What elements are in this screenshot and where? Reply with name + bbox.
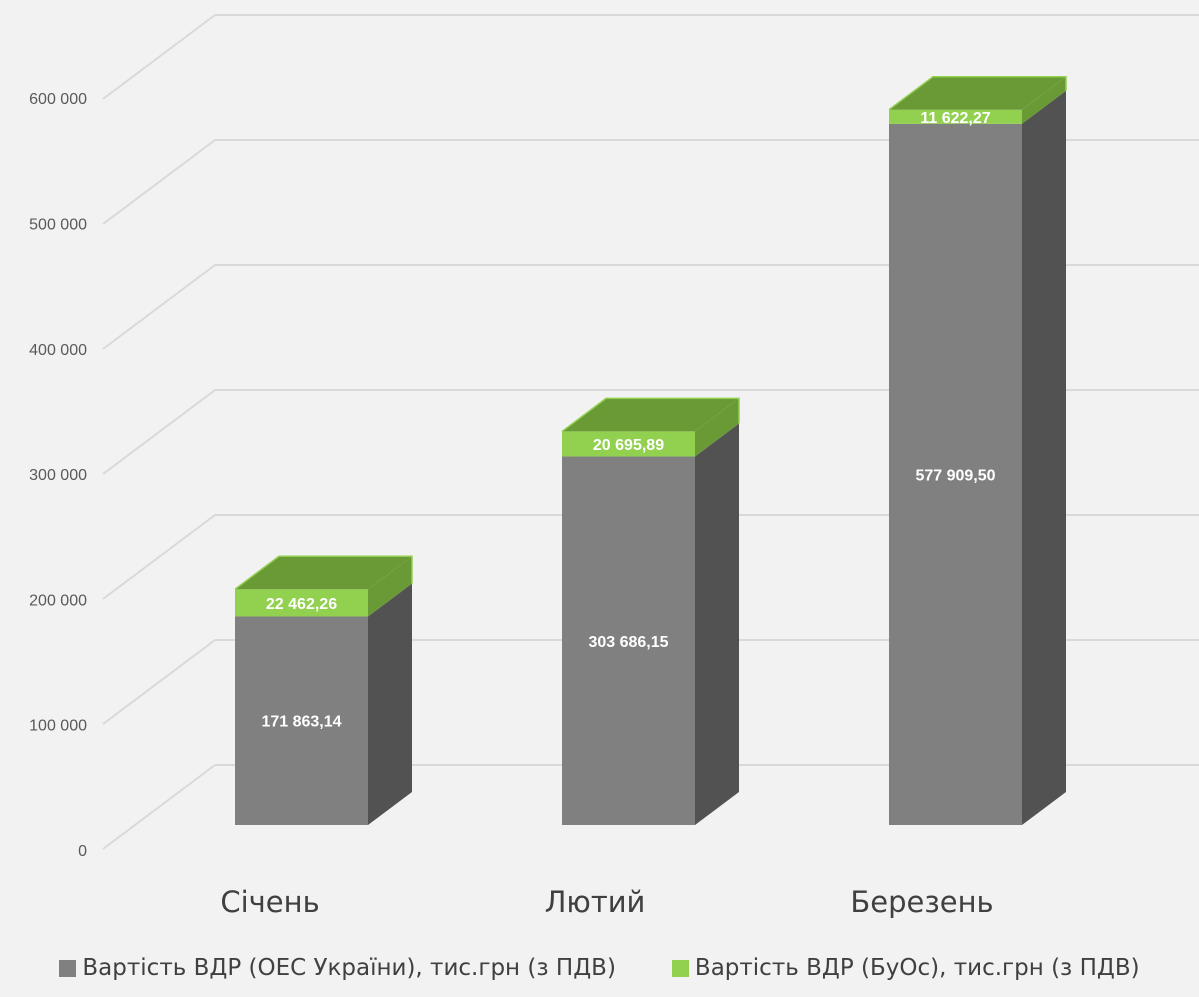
bar-buos-side-0 bbox=[368, 556, 412, 617]
legend-swatch-oes bbox=[59, 959, 77, 977]
bar-edge-2 bbox=[888, 75, 1067, 111]
y-tick-label: 500 000 bbox=[29, 217, 87, 234]
legend-item-buos: Вартість ВДР (БуОс), тис.грн (з ПДВ) bbox=[671, 955, 1140, 981]
bar-top-1 bbox=[562, 398, 739, 432]
gridline-diagonal bbox=[102, 264, 216, 350]
bars bbox=[234, 75, 1067, 825]
bar-buos-2 bbox=[889, 109, 1022, 124]
data-label-oes-1: 303 686,15 bbox=[588, 634, 668, 651]
gridline-diagonal bbox=[102, 514, 216, 600]
bar-buos-1 bbox=[562, 431, 695, 457]
data-label-buos-1: 20 695,89 bbox=[593, 437, 664, 454]
y-tick-label: 0 bbox=[78, 843, 87, 860]
data-label-oes-0: 171 863,14 bbox=[261, 714, 341, 731]
y-tick-label: 100 000 bbox=[29, 718, 87, 735]
gridline-diagonal bbox=[102, 389, 216, 475]
bar-oes-side-0 bbox=[368, 583, 412, 825]
bar-top-2 bbox=[889, 76, 1066, 110]
y-axis-ticks: 0 100 000 200 000 300 000 400 000 500 000 600 … bbox=[29, 91, 87, 860]
gridline-diagonal bbox=[102, 639, 216, 725]
gridline-diagonal bbox=[102, 139, 216, 225]
legend-item-oes: Вартість ВДР (ОЕС України), тис.грн (з П… bbox=[59, 955, 616, 981]
bar-oes-side-2 bbox=[1022, 90, 1066, 825]
bar-oes-2 bbox=[889, 123, 1022, 825]
y-tick-label: 600 000 bbox=[29, 91, 87, 108]
category-labels: Січень Лютий Березень bbox=[220, 885, 993, 919]
bar-oes-0 bbox=[235, 616, 368, 825]
gridline-diagonal bbox=[102, 764, 216, 850]
bar-buos-side-2 bbox=[1022, 76, 1066, 124]
bar-edge-1 bbox=[561, 397, 740, 433]
bar-edge-0 bbox=[234, 555, 413, 590]
legend: Вартість ВДР (ОЕС України), тис.грн (з П… bbox=[0, 948, 1199, 988]
y-tick-label: 200 000 bbox=[29, 592, 87, 609]
category-label: Січень bbox=[220, 885, 319, 919]
legend-label-oes: Вартість ВДР (ОЕС України), тис.грн (з П… bbox=[82, 955, 616, 981]
data-label-buos-2: 11 622,27 bbox=[920, 110, 990, 127]
gridline-diagonal bbox=[102, 14, 216, 100]
bar-oes-side-1 bbox=[695, 423, 739, 825]
y-tick-label: 300 000 bbox=[29, 467, 87, 484]
category-label: Лютий bbox=[545, 885, 646, 919]
bar-oes-1 bbox=[562, 456, 695, 825]
data-label-buos-0: 22 462,26 bbox=[266, 596, 337, 613]
bar-buos-side-1 bbox=[695, 398, 739, 457]
bar-buos-0 bbox=[235, 589, 368, 617]
bar-top-0 bbox=[235, 556, 412, 590]
data-label-oes-2: 577 909,50 bbox=[915, 467, 995, 484]
data-labels: 171 863,14 22 462,26 303 686,15 20 695,89 57… bbox=[261, 110, 995, 731]
legend-swatch-buos bbox=[671, 959, 689, 977]
category-label: Березень bbox=[850, 885, 993, 919]
y-tick-label: 400 000 bbox=[29, 342, 87, 359]
legend-label-buos: Вартість ВДР (БуОс), тис.грн (з ПДВ) bbox=[694, 955, 1140, 981]
